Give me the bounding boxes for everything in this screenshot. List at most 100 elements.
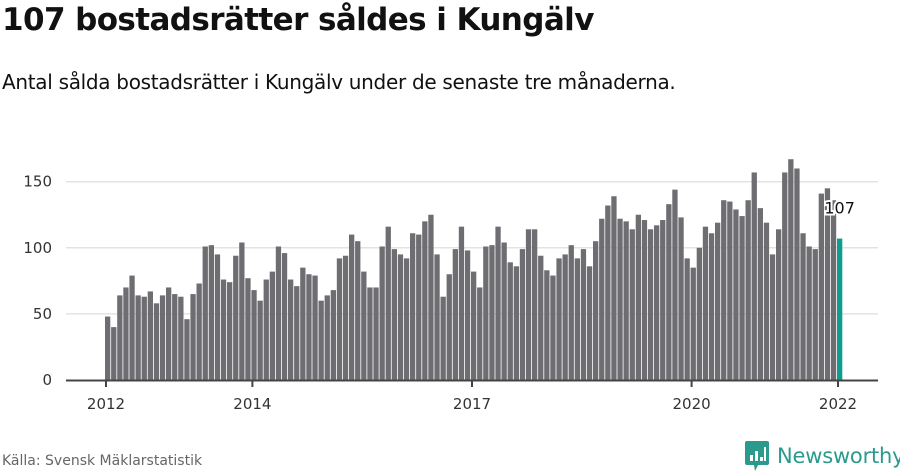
page-title: 107 bostadsrätter såldes i Kungälv — [2, 2, 594, 38]
bar — [641, 220, 648, 380]
bar — [568, 245, 574, 380]
bar — [794, 168, 800, 380]
bar — [477, 287, 483, 380]
bar — [550, 275, 556, 380]
bar — [776, 229, 782, 380]
bar — [727, 201, 733, 380]
bar — [336, 258, 343, 380]
bar — [257, 300, 263, 380]
x-tick-label: 2017 — [453, 395, 491, 413]
bar — [757, 208, 763, 380]
bar — [818, 193, 824, 380]
bar — [532, 229, 538, 380]
bar — [647, 229, 654, 380]
bar — [495, 226, 501, 380]
bar — [202, 246, 208, 380]
bar — [605, 205, 611, 380]
bar — [147, 291, 153, 380]
bar — [178, 296, 184, 380]
bar — [696, 247, 702, 380]
bar — [123, 287, 129, 380]
bar — [159, 295, 166, 380]
bar — [678, 217, 684, 380]
bar — [288, 279, 294, 380]
source-credit: Källa: Svensk Mäklarstatistik — [2, 453, 203, 469]
y-tick-label: 100 — [23, 239, 52, 257]
bar — [379, 246, 385, 380]
x-tick-label: 2012 — [87, 395, 125, 413]
bar — [251, 290, 257, 380]
bar — [306, 274, 312, 380]
bar — [702, 226, 709, 380]
bar — [617, 218, 623, 380]
bar — [623, 221, 629, 380]
x-tick-label: 2022 — [819, 395, 857, 413]
bar — [660, 220, 666, 380]
bar — [135, 295, 141, 380]
bar — [153, 303, 160, 380]
bar — [233, 255, 239, 380]
bar — [105, 316, 111, 380]
bar — [208, 245, 214, 380]
bar — [769, 254, 776, 380]
bar — [519, 249, 526, 380]
bar — [788, 159, 794, 380]
bar — [117, 295, 123, 380]
bar — [629, 229, 635, 380]
bar — [172, 294, 178, 380]
bar — [452, 249, 458, 380]
bar — [666, 204, 672, 380]
bar — [800, 233, 806, 380]
bar — [397, 254, 404, 380]
bar-highlighted — [837, 238, 843, 380]
bar — [812, 249, 818, 380]
bar — [141, 296, 147, 380]
y-axis-ticks: 0 50 100 150 — [23, 173, 52, 389]
bar — [300, 267, 306, 380]
bar — [751, 172, 757, 380]
x-axis: 2012 2014 2017 2020 2022 — [66, 379, 878, 413]
bar — [593, 241, 599, 380]
bar — [361, 271, 367, 380]
bar — [422, 221, 428, 380]
bar — [562, 254, 568, 380]
bar — [806, 246, 812, 380]
bar — [342, 255, 349, 380]
bar — [489, 245, 495, 380]
bar — [763, 222, 770, 380]
brand-logo[interactable]: Newsworthy — [745, 441, 900, 471]
bars — [105, 159, 843, 380]
bar-chart-speech-bubble-icon — [745, 441, 769, 471]
bar — [349, 234, 355, 380]
last-value-label: 107 — [824, 199, 855, 218]
bar — [214, 254, 221, 380]
bar — [721, 200, 727, 380]
y-tick-label: 150 — [23, 173, 52, 191]
y-tick-label: 0 — [42, 371, 52, 389]
bar — [830, 200, 837, 380]
bar — [501, 242, 507, 380]
bar-annotation: 107 — [822, 197, 857, 220]
bar — [715, 222, 721, 380]
bar — [275, 246, 282, 380]
bar — [440, 296, 446, 380]
bar — [538, 255, 544, 380]
bar — [190, 294, 196, 380]
bar — [196, 283, 202, 380]
bar — [434, 254, 440, 380]
bar — [733, 209, 739, 380]
bar — [464, 250, 471, 380]
bar — [525, 229, 532, 380]
bar — [544, 270, 550, 380]
bar — [580, 249, 587, 380]
x-tick-label: 2020 — [673, 395, 711, 413]
bar — [239, 242, 245, 380]
bar — [410, 233, 416, 380]
bar — [599, 218, 605, 380]
bar — [281, 253, 288, 380]
bar — [220, 279, 227, 380]
bar — [373, 287, 379, 380]
bar — [324, 295, 330, 380]
bar — [824, 188, 831, 380]
